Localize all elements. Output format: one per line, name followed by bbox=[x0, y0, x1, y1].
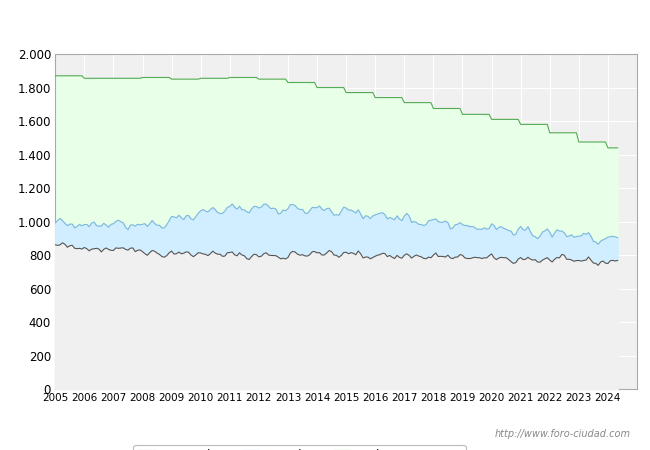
Text: Vitigudino - Evolucion de la poblacion en edad de Trabajar Mayo de 2024: Vitigudino - Evolucion de la poblacion e… bbox=[81, 17, 569, 30]
Text: http://www.foro-ciudad.com: http://www.foro-ciudad.com bbox=[495, 429, 630, 439]
Legend: Ocupados, Parados, Hab. entre 16-64: Ocupados, Parados, Hab. entre 16-64 bbox=[133, 445, 466, 450]
